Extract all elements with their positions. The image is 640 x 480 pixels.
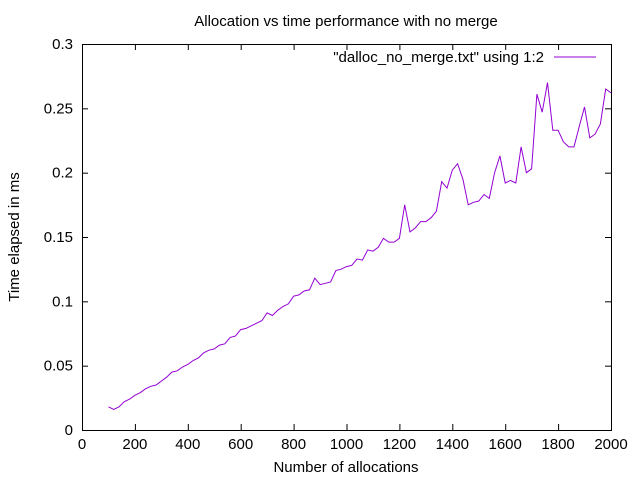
y-tick-label: 0: [65, 422, 73, 439]
x-tick-label: 200: [122, 436, 147, 453]
x-tick-label: 1600: [489, 436, 522, 453]
y-tick-label: 0.15: [44, 229, 73, 246]
x-tick-label: 400: [175, 436, 200, 453]
legend-label: "dalloc_no_merge.txt" using 1:2: [333, 49, 544, 66]
x-axis-label: Number of allocations: [273, 459, 418, 476]
x-tick-label: 2000: [594, 436, 627, 453]
y-tick-label: 0.25: [44, 100, 73, 117]
y-tick-label: 0.05: [44, 358, 73, 375]
y-tick-label: 0.3: [52, 36, 73, 53]
x-tick-label: 1200: [383, 436, 416, 453]
series-group: [108, 82, 612, 410]
y-axis: 0 0.05 0.1 0.15 0.2 0.25 0.3: [44, 36, 611, 439]
x-tick-label: 1800: [541, 436, 574, 453]
x-axis: 0 200 400 600 800 1000 1200 1400 1600 1800 2000: [78, 44, 628, 453]
series-line: [108, 82, 612, 410]
x-tick-label: 800: [281, 436, 306, 453]
y-axis-label: Time elapsed in ms: [6, 172, 23, 302]
x-tick-label: 0: [78, 436, 86, 453]
legend: "dalloc_no_merge.txt" using 1:2: [333, 49, 596, 66]
chart-title: Allocation vs time performance with no m…: [194, 13, 497, 30]
x-tick-label: 600: [228, 436, 253, 453]
x-tick-label: 1400: [436, 436, 469, 453]
y-tick-label: 0.1: [52, 293, 73, 310]
y-tick-label: 0.2: [52, 165, 73, 182]
plot-frame: [82, 44, 612, 431]
x-tick-label: 1000: [330, 436, 363, 453]
